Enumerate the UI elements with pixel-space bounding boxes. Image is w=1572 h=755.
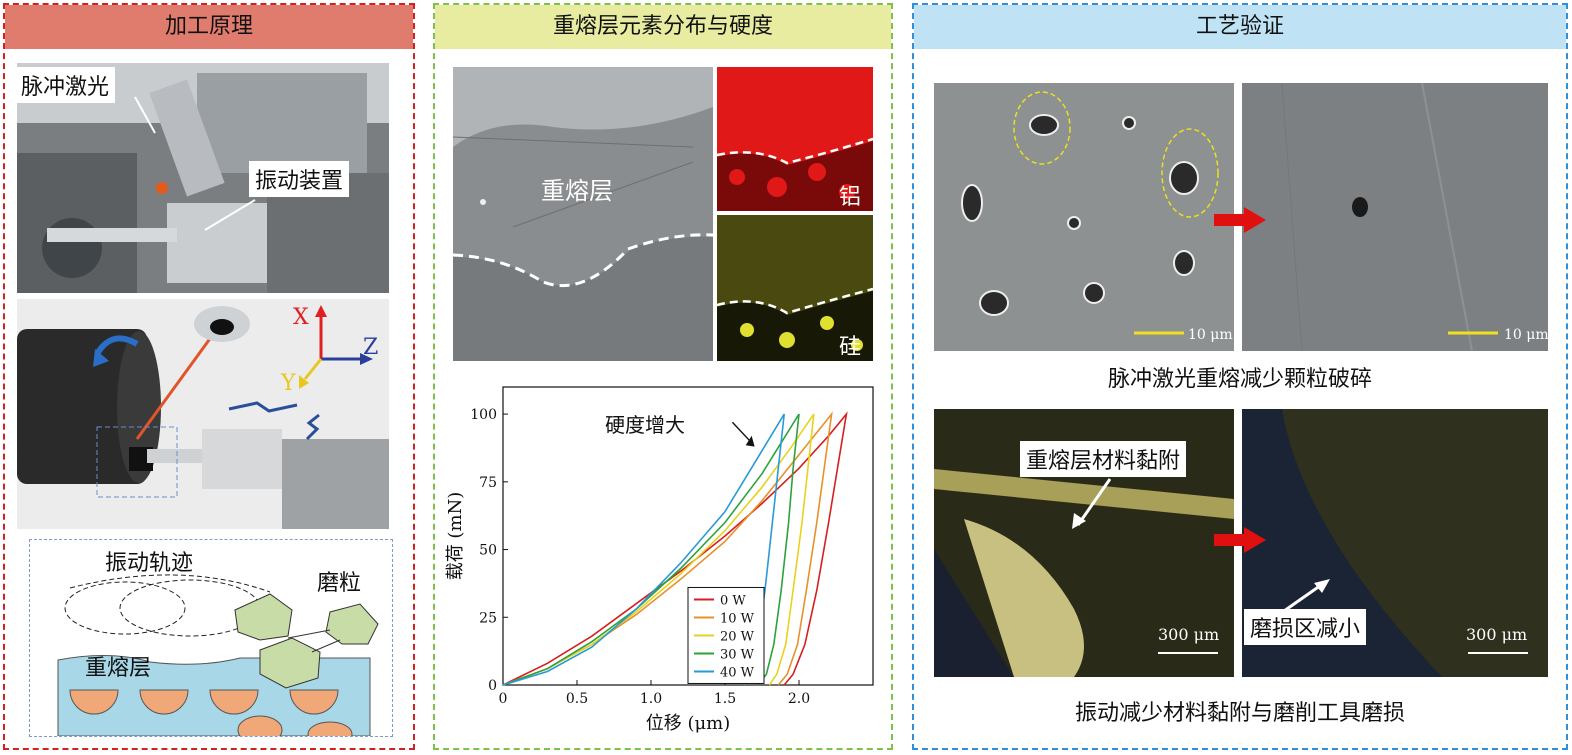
y-tick-label: 100 [470, 407, 497, 423]
wear-label: 磨损区减小 [1244, 609, 1367, 645]
y-tick-label: 25 [479, 610, 497, 626]
legend-label: 0 W [720, 593, 746, 608]
al-map [717, 67, 873, 211]
scale-optical-before: 300 μm [1158, 625, 1220, 644]
vibration-sketch [29, 539, 393, 737]
si-map [717, 215, 873, 361]
axis-z-label: Z [363, 335, 379, 360]
series-line [502, 411, 833, 686]
caption-bottom: 振动减少材料黏附与磨削工具磨损 [1074, 701, 1405, 726]
scale-optical-after: 300 μm [1466, 625, 1528, 644]
axis-x-label: X [293, 305, 309, 330]
al-map-drawing [717, 67, 873, 211]
annotation-arrowhead [745, 435, 755, 447]
arrow-icon [1214, 527, 1266, 553]
annotation-arrow [731, 421, 751, 442]
axis-y-label: Y [281, 371, 296, 396]
legend-label: 20 W [720, 629, 755, 644]
y-tick-label: 50 [479, 543, 497, 559]
photo-callout-lines [134, 96, 256, 231]
adhesion-arrow-icon [1072, 478, 1112, 529]
series-line [502, 411, 848, 686]
wear-arrow-icon [1283, 579, 1330, 613]
x-tick-label: 1.0 [640, 691, 662, 707]
vibration-sketch-drawing [30, 540, 392, 736]
sem-image-drawing [453, 67, 713, 361]
x-tick-label: 2.0 [788, 691, 810, 707]
vibration-arrows [228, 401, 320, 441]
y-tick-label: 0 [488, 678, 497, 694]
al-label: 铝 [839, 185, 862, 210]
legend-label: 30 W [720, 647, 755, 662]
x-axis-label: 位移 (μm) [646, 713, 731, 734]
caption-top: 脉冲激光重熔减少颗粒破碎 [1107, 367, 1372, 392]
panel-title: 重熔层元素分布与硬度 [435, 5, 891, 49]
y-axis-label: 载荷 (mN) [445, 492, 466, 581]
si-map-drawing [717, 215, 873, 361]
laser-label: 脉冲激光 [15, 67, 116, 103]
x-tick-label: 0 [499, 691, 508, 707]
panel-processing-principle: 加工原理 脉冲激光 振动装置 [3, 3, 415, 750]
scale-sem-after: 10 μm [1504, 327, 1549, 343]
chart-annotation: 硬度增大 [605, 413, 685, 437]
plot-frame [502, 386, 874, 686]
hardness-chart: 0 0.5 1.0 1.5 2.0 0 25 50 75 100 位移 (μm) 载荷 (mN) 0 W… [445, 386, 874, 734]
remelt-layer-label: 重熔层 [85, 656, 152, 681]
si-label: 硅 [839, 335, 862, 360]
tool-render-drawing [17, 299, 389, 529]
sem-before [934, 83, 1234, 351]
vibration-device-label: 振动装置 [249, 161, 350, 197]
adhesion-label: 重熔层材料黏附 [1020, 441, 1187, 477]
sem-before-drawing [934, 83, 1234, 351]
y-tick-label: 75 [479, 475, 497, 491]
sem-image [453, 67, 713, 361]
scale-sem-before: 10 μm [1188, 327, 1233, 343]
machine-photo [17, 63, 389, 293]
panel-element-hardness: 重熔层元素分布与硬度 重熔层 铝 硅 0 0.5 1.0 1.5 2.0 [433, 3, 893, 750]
arrow-icon [1214, 207, 1266, 233]
legend-label: 40 W [720, 665, 755, 680]
panel-process-verification: 工艺验证 10 μm 10 μm 脉冲激光重熔减少颗粒破碎 [912, 3, 1568, 750]
panel-title: 工艺验证 [914, 5, 1566, 49]
panel-title: 加工原理 [5, 5, 413, 49]
x-tick-label: 1.5 [714, 691, 736, 707]
grain-label: 磨粒 [317, 571, 362, 596]
x-tick-label: 0.5 [566, 691, 588, 707]
series-line [502, 413, 815, 686]
sem-after-drawing [1242, 83, 1548, 351]
sem-remelt-label: 重熔层 [541, 177, 613, 205]
legend-label: 10 W [720, 611, 755, 626]
machine-photo-drawing [17, 63, 389, 293]
tool-render [17, 299, 389, 529]
sem-after [1242, 83, 1548, 351]
trajectory-label: 振动轨迹 [105, 551, 194, 576]
